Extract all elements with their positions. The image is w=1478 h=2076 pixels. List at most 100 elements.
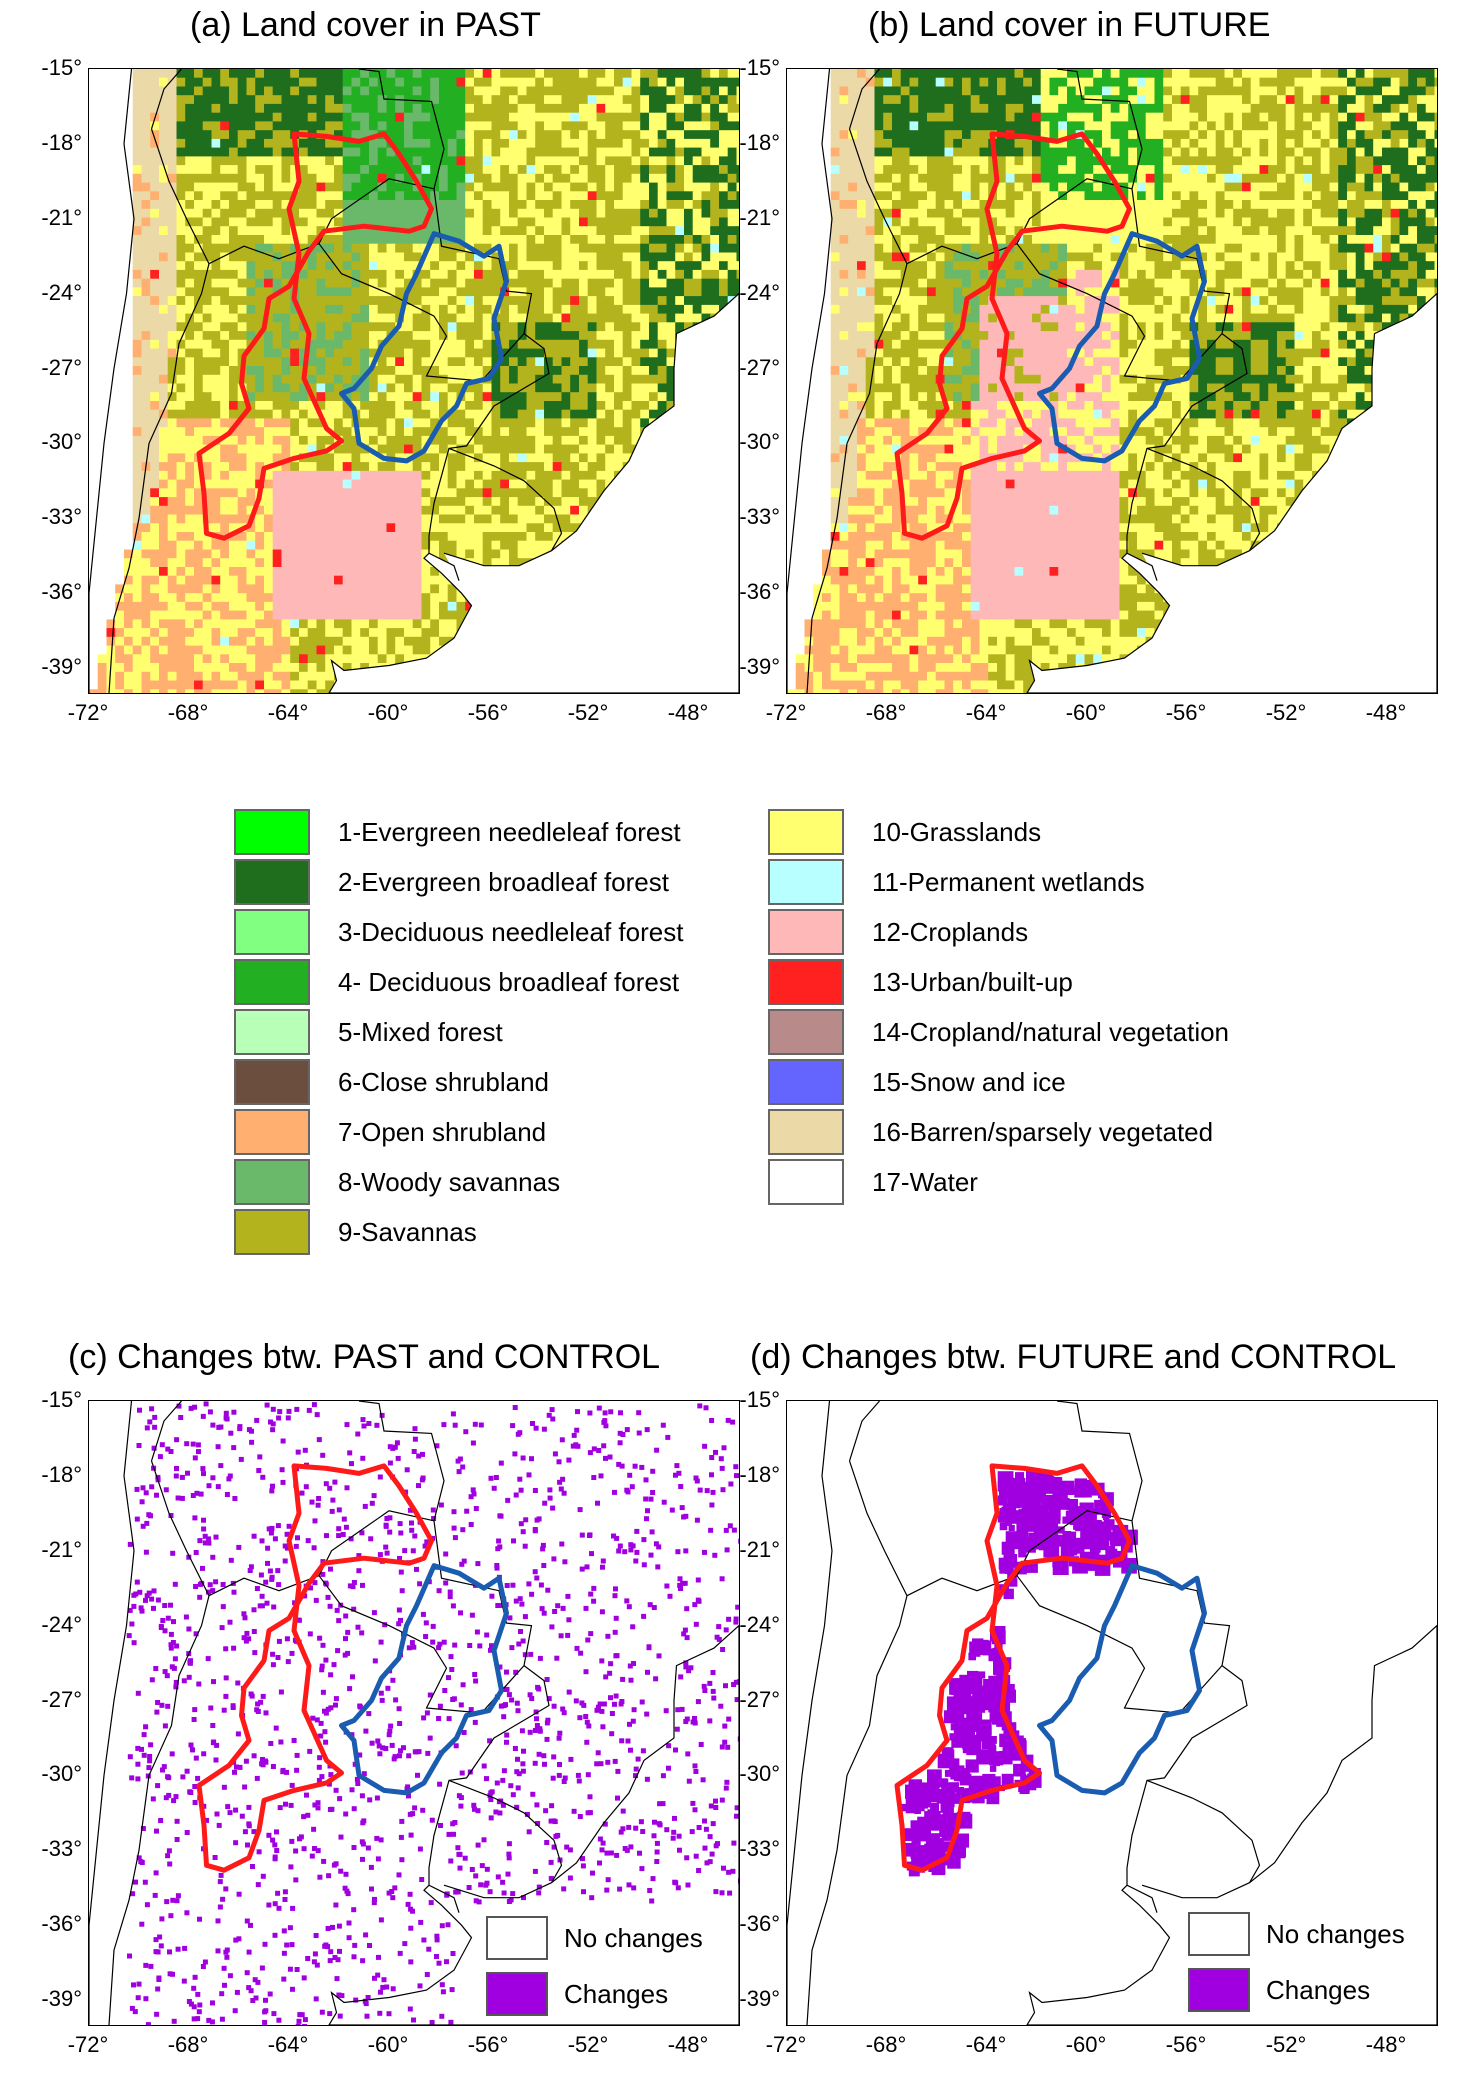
legend-label: 16-Barren/sparsely vegetated: [872, 1116, 1214, 1147]
legend-item: 11-Permanent wetlands: [768, 858, 1145, 906]
lat-tick-label: -15°: [739, 55, 780, 80]
country-border: [1126, 333, 1248, 554]
legend-label: 13-Urban/built-up: [872, 966, 1073, 997]
lon-tick-label: -64°: [267, 700, 309, 725]
lon-tick-label: -60°: [367, 700, 409, 725]
lat-tick-label: -18°: [41, 129, 82, 155]
changes-swatch: [486, 1972, 548, 2016]
blue-basin-boundary: [339, 231, 509, 464]
changes-legend-c: Changes: [486, 1972, 668, 2016]
map-panel-c: [88, 1400, 740, 2026]
legend-label: 7-Open shrubland: [338, 1116, 547, 1147]
lon-tick-label: -56°: [1165, 2032, 1207, 2057]
lat-tick-label: -15°: [739, 1387, 780, 1412]
legend-item: 6-Close shrubland: [234, 1058, 549, 1106]
legend-item: 9-Savannas: [234, 1208, 477, 1256]
lat-tick-label: -24°: [739, 279, 780, 305]
lat-tick-label: -27°: [739, 354, 780, 380]
map-panel-d: [786, 1400, 1438, 2026]
country-border: [448, 447, 563, 551]
legend-item: 10-Grasslands: [768, 808, 1041, 856]
lat-tick-label: -24°: [41, 279, 82, 305]
lon-tick-label: -48°: [1365, 2032, 1407, 2057]
lon-tick-label: -60°: [1065, 700, 1107, 725]
lon-tick-label: -48°: [667, 700, 709, 725]
lon-tick-label: -48°: [1365, 700, 1407, 725]
lat-tick-label: -21°: [41, 204, 82, 230]
legend-swatch: [234, 809, 310, 855]
change-pixels: [900, 1469, 1138, 1877]
changes-label: Changes: [564, 1978, 669, 2009]
country-border: [150, 69, 182, 130]
lon-tick-label: -68°: [865, 2032, 907, 2057]
coastline: [1026, 1624, 1437, 2025]
blue-basin-boundary: [1037, 1563, 1207, 1796]
lat-tick-label: -27°: [41, 354, 82, 380]
panel-title-b: (b) Land cover in FUTURE: [868, 6, 1271, 44]
lon-tick-label: -64°: [965, 2032, 1007, 2057]
lat-tick-label: -30°: [739, 429, 780, 455]
country-border: [848, 1401, 880, 1462]
country-border: [1146, 447, 1261, 551]
blue-basin-boundary: [1037, 231, 1207, 464]
lat-tick-label: -39°: [739, 1986, 780, 2012]
legend-swatch: [768, 1059, 844, 1105]
red-basin-boundary: [196, 1463, 434, 1873]
lon-tick-label: -56°: [1165, 700, 1207, 725]
legend-swatch: [768, 909, 844, 955]
lat-tick-label: -18°: [41, 1461, 82, 1487]
coastline: [89, 69, 135, 693]
country-border: [208, 1401, 445, 1597]
water-body: [1027, 293, 1437, 693]
lat-tick-label: -33°: [41, 504, 82, 530]
lon-tick-label: -72°: [67, 2032, 109, 2057]
lon-tick-label: -60°: [367, 2032, 409, 2057]
map-panel-b: [786, 68, 1438, 694]
country-border: [906, 1401, 1143, 1597]
lat-tick-label: -36°: [41, 579, 82, 605]
lat-tick-label: -36°: [739, 579, 780, 605]
coastline: [787, 69, 833, 693]
country-border: [448, 1779, 563, 1883]
map-panel-a: [88, 68, 740, 694]
legend-swatch: [234, 1059, 310, 1105]
legend-label: 9-Savannas: [338, 1216, 477, 1247]
lat-tick-label: -36°: [739, 1911, 780, 1937]
legend-label: 4- Deciduous broadleaf forest: [338, 966, 680, 997]
lat-tick-label: -21°: [739, 1536, 780, 1562]
country-border: [1126, 1665, 1248, 1886]
coastline: [1026, 292, 1437, 693]
lat-tick-label: -30°: [41, 429, 82, 455]
no-changes-label: No changes: [1266, 1918, 1405, 1949]
lon-tick-label: -52°: [567, 2032, 609, 2057]
blue-basin-boundary: [339, 1563, 509, 1796]
legend-item: 17-Water: [768, 1158, 978, 1206]
legend-swatch: [768, 809, 844, 855]
no-changes-swatch: [486, 1916, 548, 1960]
lat-tick-label: -21°: [739, 204, 780, 230]
legend-label: 1-Evergreen needleleaf forest: [338, 816, 681, 847]
legend-label: 2-Evergreen broadleaf forest: [338, 866, 669, 897]
legend-swatch: [768, 959, 844, 1005]
legend-label: 17-Water: [872, 1166, 978, 1197]
lon-tick-label: -64°: [267, 2032, 309, 2057]
lon-tick-label: -72°: [765, 2032, 807, 2057]
country-border: [108, 1460, 210, 2025]
lat-tick-label: -18°: [739, 129, 780, 155]
country-border: [428, 1665, 550, 1886]
country-border: [906, 69, 1143, 265]
country-border: [806, 128, 908, 693]
lat-tick-label: -27°: [41, 1686, 82, 1712]
legend-swatch: [768, 859, 844, 905]
legend-swatch: [234, 1159, 310, 1205]
legend-item: 13-Urban/built-up: [768, 958, 1073, 1006]
country-border: [1146, 1779, 1261, 1883]
lat-tick-label: -39°: [739, 654, 780, 680]
lon-tick-label: -64°: [965, 700, 1007, 725]
water-outline: [329, 1626, 739, 2025]
lon-tick-label: -68°: [167, 2032, 209, 2057]
lat-tick-label: -30°: [739, 1761, 780, 1787]
red-basin-boundary: [894, 131, 1132, 541]
legend-label: 6-Close shrubland: [338, 1066, 550, 1097]
lat-tick-label: -18°: [739, 1461, 780, 1487]
